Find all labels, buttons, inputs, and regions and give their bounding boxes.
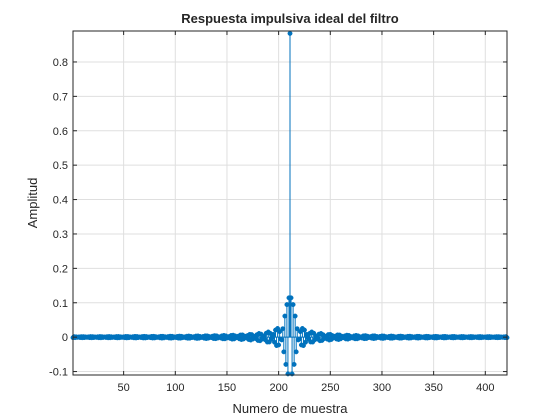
y-tick-label: 0.6 bbox=[53, 126, 68, 138]
stem-marker bbox=[284, 302, 290, 308]
stem-marker bbox=[271, 332, 276, 337]
chart-title: Respuesta impulsiva ideal del filtro bbox=[181, 11, 399, 26]
y-tick-label: 0 bbox=[62, 332, 68, 344]
plot-area-border bbox=[72, 30, 508, 376]
stem-marker bbox=[280, 326, 286, 332]
stem-series bbox=[70, 30, 510, 377]
x-tick-label: 100 bbox=[166, 382, 184, 394]
x-tick-label: 250 bbox=[321, 382, 339, 394]
y-tick-label: 0.8 bbox=[53, 57, 68, 69]
x-tick-label: 200 bbox=[269, 382, 287, 394]
stem-marker bbox=[281, 349, 287, 355]
stem-marker bbox=[279, 337, 285, 343]
y-axis-ticks: -0.1 0 0.1 0.2 0.3 0.4 0.5 0.6 0.7 0.8 bbox=[49, 57, 507, 379]
stem-marker bbox=[290, 302, 296, 308]
x-axis-ticks: 50 100 150 200 250 300 350 400 bbox=[118, 31, 494, 394]
stem-marker bbox=[303, 339, 308, 345]
x-tick-label: 150 bbox=[218, 382, 236, 394]
stem-marker bbox=[292, 313, 298, 319]
y-tick-label: -0.1 bbox=[49, 367, 68, 379]
y-tick-label: 0.1 bbox=[53, 298, 68, 310]
x-tick-label: 300 bbox=[373, 382, 391, 394]
x-tick-label: 400 bbox=[476, 382, 494, 394]
stem-marker bbox=[283, 361, 289, 367]
stem-marker bbox=[291, 361, 297, 367]
y-tick-label: 0.2 bbox=[53, 263, 68, 275]
stem-marker bbox=[282, 313, 288, 319]
y-tick-label: 0.3 bbox=[53, 229, 68, 241]
stem-marker bbox=[288, 295, 294, 301]
y-tick-label: 0.7 bbox=[53, 91, 68, 103]
y-tick-label: 0.5 bbox=[53, 160, 68, 172]
x-tick-label: 50 bbox=[118, 382, 130, 394]
stem-marker bbox=[296, 336, 302, 342]
y-tick-label: 0.4 bbox=[53, 195, 68, 207]
stem-marker bbox=[277, 329, 283, 335]
stem-marker bbox=[294, 326, 300, 332]
stem-marker bbox=[293, 349, 299, 355]
stem-marker bbox=[302, 327, 307, 333]
x-tick-label: 350 bbox=[424, 382, 442, 394]
x-axis-label: Numero de muestra bbox=[233, 401, 349, 416]
stem-marker bbox=[276, 342, 282, 348]
stem-marker bbox=[287, 30, 293, 36]
y-axis-label: Amplitud bbox=[25, 178, 40, 229]
